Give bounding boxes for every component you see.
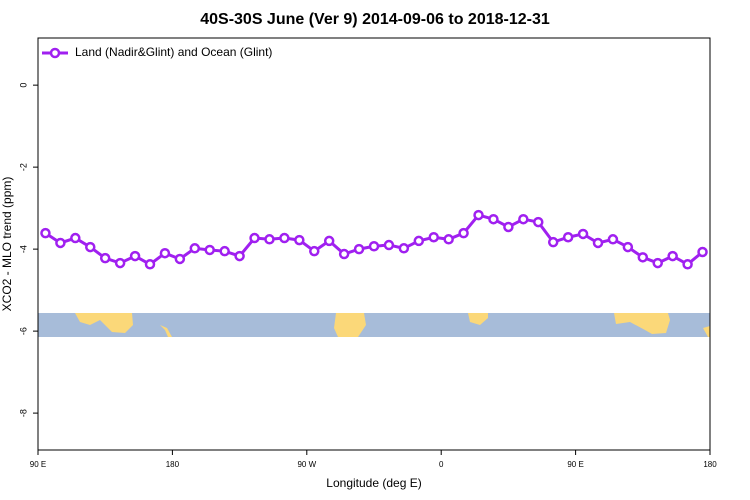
point (309, 245, 320, 257)
point (294, 234, 305, 246)
x-tick-label: 90 W (297, 460, 316, 469)
point (55, 237, 66, 249)
point (264, 234, 275, 245)
land (160, 325, 172, 337)
point (114, 257, 126, 269)
land (703, 326, 710, 337)
point (70, 232, 81, 244)
point (607, 234, 619, 245)
point (413, 235, 425, 247)
legend-marker (49, 47, 61, 59)
point (398, 243, 410, 254)
point (234, 250, 245, 262)
point (428, 231, 439, 243)
ocean-band (38, 313, 710, 337)
point (518, 213, 529, 225)
point (323, 235, 335, 247)
y-tick-label: 0 (18, 83, 28, 88)
y-tick-label: -8 (18, 409, 28, 417)
point (592, 237, 604, 249)
chart-title: 40S-30S June (Ver 9) 2014-09-06 to 2018-… (200, 11, 550, 28)
plot-frame (37, 37, 711, 451)
point (189, 243, 201, 254)
point (40, 227, 51, 239)
land (334, 313, 366, 337)
point (85, 241, 96, 253)
x-tick-label: 180 (166, 460, 180, 469)
point (488, 213, 499, 225)
point (204, 244, 215, 256)
point (652, 257, 663, 269)
point (473, 209, 484, 221)
point (547, 236, 559, 248)
point (338, 248, 350, 260)
land (614, 313, 670, 334)
point (353, 243, 365, 255)
point (129, 250, 141, 262)
y-axis-label: XCO2 - MLO trend (ppm) (0, 177, 14, 312)
point (622, 241, 634, 253)
y-tick-label: -4 (18, 245, 28, 253)
x-tick-label: 180 (703, 460, 717, 469)
point (503, 221, 514, 233)
x-tick-label: 0 (439, 460, 444, 469)
point (99, 252, 111, 264)
point (577, 228, 589, 240)
point (219, 245, 230, 257)
point (368, 241, 380, 252)
point (174, 253, 186, 265)
legend-label: Land (Nadir&Glint) and Ocean (Glint) (75, 45, 272, 59)
y-tick-label: -2 (18, 163, 28, 171)
map-strip (38, 313, 710, 337)
x-axis-label: Longitude (deg E) (326, 476, 421, 490)
point (562, 231, 574, 243)
point (383, 239, 395, 251)
land (75, 313, 133, 333)
x-tick-label: 90 E (30, 460, 46, 469)
point (458, 227, 469, 239)
point (144, 259, 156, 270)
point (159, 247, 171, 259)
point (667, 250, 678, 262)
y-tick-label: -6 (18, 327, 28, 335)
point (533, 216, 544, 228)
point (249, 232, 260, 244)
point (279, 232, 290, 244)
point (637, 252, 649, 263)
point (682, 259, 693, 270)
land (468, 313, 488, 325)
x-tick-label: 90 E (567, 460, 583, 469)
series-line (44, 213, 704, 267)
point (697, 246, 708, 258)
point (443, 234, 454, 245)
